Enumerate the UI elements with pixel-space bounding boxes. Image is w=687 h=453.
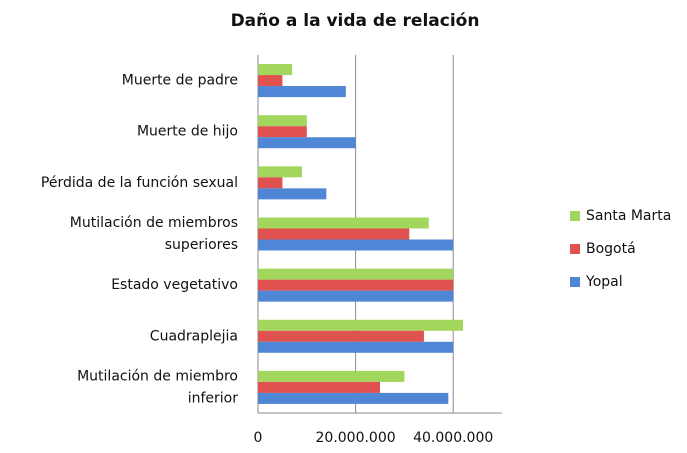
legend-label: Yopal [585, 274, 623, 290]
bar [258, 115, 307, 127]
legend-swatch [570, 244, 580, 254]
bar [258, 166, 302, 178]
x-tick-label: 20.000.000 [316, 430, 396, 446]
y-tick-label: Mutilación de miembros superiores [70, 215, 238, 253]
bar [258, 86, 346, 98]
bar [258, 239, 454, 251]
bar [258, 137, 356, 149]
bar [258, 268, 454, 280]
legend-swatch [570, 211, 580, 221]
bar [258, 188, 327, 200]
legend-label: Santa Marta [586, 208, 671, 224]
y-tick-label: Muerte de hijo [137, 124, 238, 140]
bar [258, 228, 410, 240]
bar [258, 381, 380, 393]
bar [258, 392, 449, 404]
bar [258, 279, 454, 291]
y-tick-label: Mutilación de miembro inferior [77, 368, 238, 406]
legend-swatch [570, 277, 580, 287]
y-tick-label: Muerte de padre [122, 73, 238, 89]
legend-label: Bogotá [586, 241, 636, 257]
bar [258, 319, 463, 331]
bar [258, 341, 454, 353]
bar [258, 177, 283, 189]
bar [258, 75, 283, 87]
y-tick-label: Cuadraplejia [150, 328, 238, 344]
x-tick-label: 0 [254, 430, 263, 446]
y-tick-label: Pérdida de la función sexual [41, 175, 238, 191]
bar [258, 64, 293, 76]
bar [258, 217, 429, 229]
bar [258, 330, 424, 342]
x-tick-label: 40.000.000 [413, 430, 493, 446]
bar [258, 126, 307, 138]
chart-title: Daño a la vida de relación [231, 11, 480, 31]
bar [258, 370, 405, 382]
bar [258, 290, 454, 302]
y-tick-label: Estado vegetativo [111, 277, 238, 293]
